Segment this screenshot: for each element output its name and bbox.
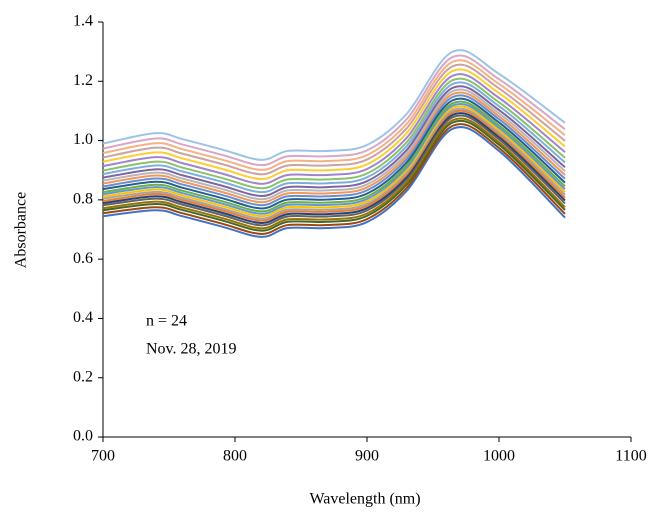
y-tick-label: 0.6 xyxy=(73,250,93,267)
spectrum-line xyxy=(102,91,566,204)
y-tick-label: 0.0 xyxy=(73,428,93,445)
spectrum-line xyxy=(102,73,566,185)
x-tick-label: 800 xyxy=(223,448,247,465)
spectrum-line xyxy=(102,100,566,213)
spectrum-line xyxy=(102,103,566,215)
x-tick-label: 1100 xyxy=(615,448,646,465)
spectrum-line xyxy=(102,77,566,190)
y-axis-label: Absorbance xyxy=(13,192,30,268)
spectrum-line xyxy=(102,117,566,230)
y-tick-label: 0.2 xyxy=(73,368,93,385)
annotation: n = 24 xyxy=(146,313,187,330)
y-tick-label: 1.4 xyxy=(73,13,93,30)
spectrum-line xyxy=(102,105,566,218)
y-tick-label: 0.8 xyxy=(73,191,93,208)
spectrum-line xyxy=(102,126,566,238)
x-tick-label: 900 xyxy=(355,448,379,465)
spectrum-line xyxy=(102,85,566,198)
spectrum-line xyxy=(102,49,566,161)
y-tick-label: 1.0 xyxy=(73,131,93,148)
spectrum-line xyxy=(102,63,566,176)
y-tick-label: 1.2 xyxy=(73,72,93,89)
spectrum-line xyxy=(102,94,566,207)
x-tick-label: 1000 xyxy=(483,448,515,465)
spectrum-line xyxy=(102,123,566,235)
spectrum-line xyxy=(102,59,566,171)
spectrum-line xyxy=(102,81,566,194)
spectrum-line xyxy=(102,68,566,181)
spectrum-line xyxy=(102,54,566,167)
spectrum-line xyxy=(102,112,566,224)
x-tick-label: 700 xyxy=(91,448,115,465)
spectrum-line xyxy=(102,109,566,222)
annotation: Nov. 28, 2019 xyxy=(146,341,237,358)
spectrum-line xyxy=(102,107,566,220)
spectrum-line xyxy=(102,88,566,201)
spectrum-line xyxy=(102,119,566,232)
spectrum-line xyxy=(102,97,566,210)
x-axis-label: Wavelength (nm) xyxy=(309,491,420,508)
y-tick-label: 0.4 xyxy=(73,309,93,326)
spectrum-line xyxy=(102,114,566,227)
